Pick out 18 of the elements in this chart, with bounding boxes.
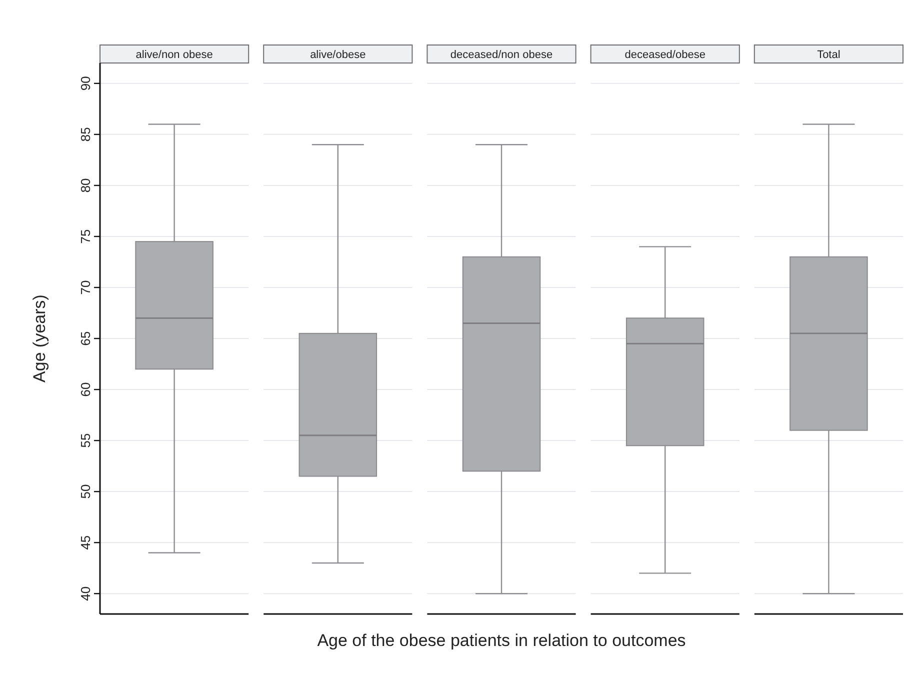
- y-axis-title: Age (years): [30, 294, 49, 382]
- y-tick-label: 45: [78, 535, 93, 550]
- x-tick-label: deceased/non obese: [450, 49, 553, 61]
- x-tick-label: Total: [817, 49, 840, 61]
- y-tick-label: 40: [78, 586, 93, 601]
- x-tick-label: alive/non obese: [136, 49, 213, 61]
- y-tick-label: 55: [78, 433, 93, 448]
- y-tick-label: 50: [78, 484, 93, 499]
- y-tick-label: 75: [78, 229, 93, 244]
- y-tick-label: 80: [78, 178, 93, 193]
- y-tick-label: 85: [78, 127, 93, 142]
- x-tick-label: alive/obese: [310, 49, 366, 61]
- y-tick-label: 60: [78, 382, 93, 397]
- x-tick-label: deceased/obese: [624, 49, 706, 61]
- y-tick-label: 65: [78, 331, 93, 346]
- y-tick-label: 90: [78, 76, 93, 91]
- x-axis-title: Age of the obese patients in relation to outcomes: [317, 631, 686, 650]
- y-tick-label: 70: [78, 280, 93, 295]
